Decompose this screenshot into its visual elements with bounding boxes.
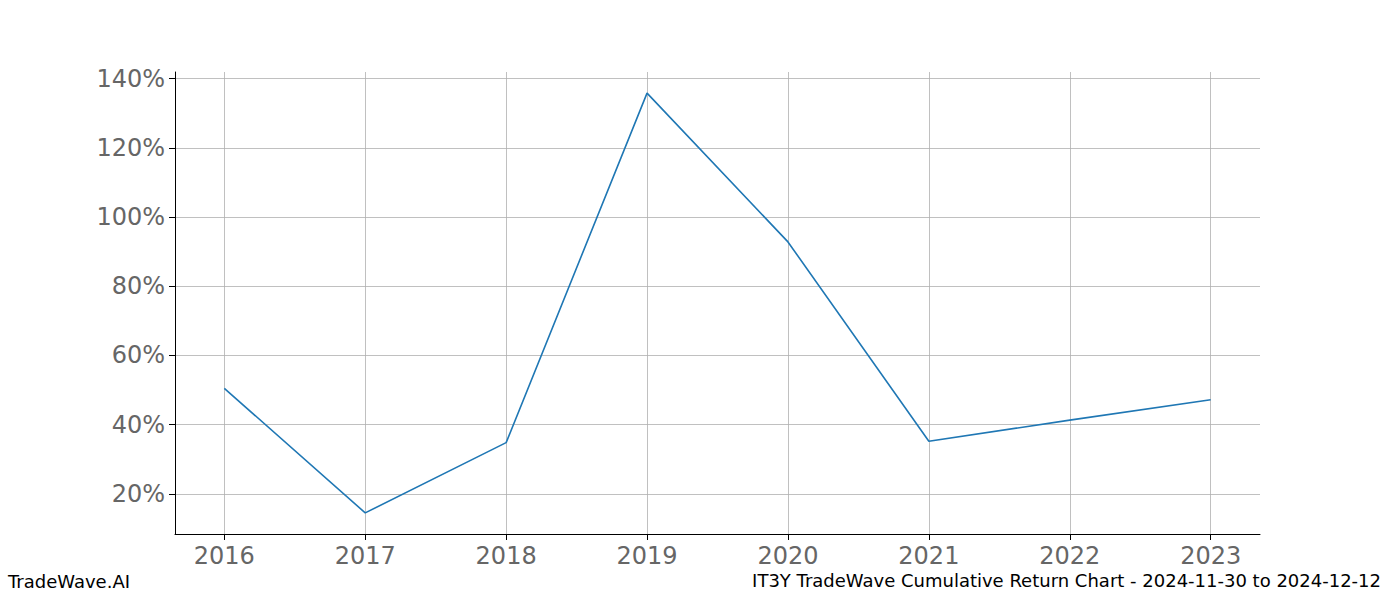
svg-text:140%: 140% — [96, 65, 165, 93]
svg-text:2016: 2016 — [194, 542, 255, 570]
svg-text:2022: 2022 — [1039, 542, 1100, 570]
svg-text:2023: 2023 — [1180, 542, 1241, 570]
svg-text:60%: 60% — [112, 341, 165, 369]
svg-text:2020: 2020 — [757, 542, 818, 570]
svg-text:80%: 80% — [112, 272, 165, 300]
svg-text:120%: 120% — [96, 134, 165, 162]
svg-text:2021: 2021 — [898, 542, 959, 570]
svg-text:100%: 100% — [96, 203, 165, 231]
svg-text:TradeWave.AI: TradeWave.AI — [7, 571, 130, 592]
svg-text:2018: 2018 — [476, 542, 537, 570]
svg-text:2019: 2019 — [617, 542, 678, 570]
svg-text:IT3Y TradeWave Cumulative Retu: IT3Y TradeWave Cumulative Return Chart -… — [752, 570, 1381, 591]
svg-text:20%: 20% — [112, 480, 165, 508]
svg-text:40%: 40% — [112, 411, 165, 439]
svg-text:2017: 2017 — [335, 542, 396, 570]
